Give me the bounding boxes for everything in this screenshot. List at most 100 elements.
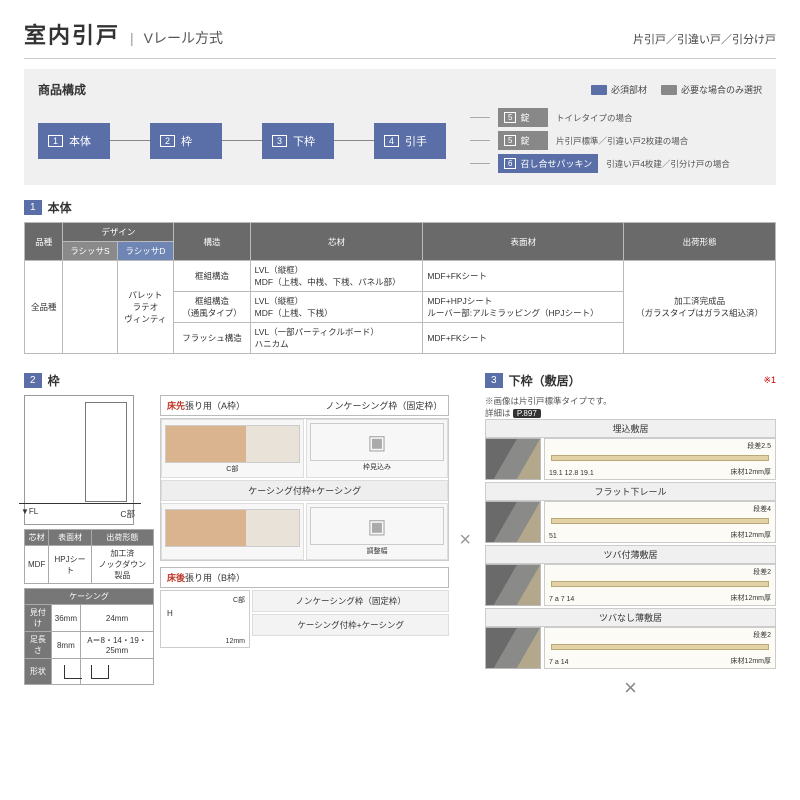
branch-row: 5 錠 片引戸標準／引違い戸2枚建の場合: [470, 131, 730, 150]
td-design-d: パレット ラテオ ヴィンティ: [117, 261, 174, 354]
legend-swatch-required: [591, 85, 607, 95]
section-badge: 3: [485, 373, 503, 388]
th-lasissa-d: ラシッサD: [117, 242, 174, 261]
sill-item-row: 段差27 a 7 14床材12mm厚: [485, 564, 776, 606]
branch-row: 6 召し合せパッキン 引違い戸4枚建／引分け戸の場合: [470, 154, 730, 173]
th-design: デザイン: [63, 223, 174, 242]
th-hinshu: 品種: [25, 223, 63, 261]
td-shinzai: LVL（縦框） MDF（上桟、下桟）: [250, 292, 423, 323]
flow-connector: [334, 140, 374, 141]
sill-item-title: フラット下レール: [485, 482, 776, 501]
branch-chip: 5 錠: [498, 108, 548, 127]
fl-label: ▼FL: [21, 507, 38, 516]
sill-photo: [485, 438, 541, 480]
legend-swatch-optional: [661, 85, 677, 95]
flow-node-1: 1 本体: [38, 123, 110, 159]
th-kozou: 構造: [174, 223, 250, 261]
td-hyomen: MDF+FKシート: [423, 261, 624, 292]
frame-b-row2: ケーシング付枠+ケーシング: [252, 614, 449, 636]
td-hyomen: MDF+FKシート: [423, 323, 624, 354]
section-badge: 2: [24, 373, 42, 388]
casing-table: ケーシング 見付け 36mm 24mm 足長さ 8mm A＝8・14・19・25…: [24, 588, 154, 685]
flow-node-4: 4 引手: [374, 123, 446, 159]
title-right: 片引戸／引違い戸／引分け戸: [633, 31, 776, 47]
footnote-mark: ※1: [763, 375, 776, 386]
sill-photo: [485, 564, 541, 606]
sill-diagram: 段差2.519.1 12.8 19.1床材12mm厚: [544, 438, 776, 480]
page-ref-badge: P.897: [513, 409, 541, 418]
flow-connector: [222, 140, 262, 141]
branch-chip: 6 召し合せパッキン: [498, 154, 598, 173]
sill-item-row: 段差451床材12mm厚: [485, 501, 776, 543]
flow-connector: [110, 140, 150, 141]
cross-section-icon: ▣: [310, 507, 445, 545]
section-title: 本体: [48, 199, 72, 216]
multiply-icon: ×: [459, 529, 471, 552]
sill-item-title: ツバ付薄敷居: [485, 545, 776, 564]
td-shinzai: LVL（一部パーティクルボード） ハニカム: [250, 323, 423, 354]
door-sketch: ▼FL C部: [24, 395, 134, 525]
th-hyomen: 表面材: [423, 223, 624, 261]
branch-note: 片引戸標準／引違い戸2枚建の場合: [556, 135, 688, 147]
main-body-table: 品種 デザイン 構造 芯材 表面材 出荷形態 ラシッサS ラシッサD 全品種 パ…: [24, 222, 776, 354]
td-hyomen: MDF+HPJシート ルーバー部:アルミラッピング（HPJシート）: [423, 292, 624, 323]
frame-b-sketch: C部 H 12mm: [160, 590, 250, 648]
sec3-note2: 詳細は P.897: [485, 407, 776, 419]
td-kozou: 框組構造: [174, 261, 250, 292]
flow: 1 本体 2 枠 3 下枠 4 引手: [38, 108, 762, 173]
frame-a-grid: C部 ▣枠見込み ケーシング付枠+ケーシング ▣調整幅: [160, 418, 449, 561]
legend: 必須部材 必要な場合のみ選択: [591, 83, 762, 96]
title-main: 室内引戸: [24, 18, 120, 50]
shape-icon: [64, 665, 82, 679]
frame-b-row1: ノンケーシング枠（固定枠）: [252, 590, 449, 612]
frame-thumb: [165, 425, 300, 463]
material-table: 芯材 表面材 出荷形態 MDF HPJシート 加工済 ノックダウン製品: [24, 529, 154, 584]
sill-diagram: 段差27 a 14床材12mm厚: [544, 627, 776, 669]
sill-photo: [485, 501, 541, 543]
branch-chip: 5 錠: [498, 131, 548, 150]
page-header: 室内引戸 | Vレール方式 片引戸／引違い戸／引分け戸: [24, 18, 776, 59]
section-badge: 1: [24, 200, 42, 215]
frame-a-head: 床先張り用（A枠） ノンケーシング枠（固定枠）: [160, 395, 449, 416]
th-lasissa-s: ラシッサS: [63, 242, 117, 261]
sill-item-title: ツバなし薄敷居: [485, 608, 776, 627]
shape-icon: [91, 665, 109, 679]
td-kozou: 框組構造 （通風タイプ）: [174, 292, 250, 323]
cross-section-icon: ▣: [310, 423, 445, 461]
sill-diagram: 段差27 a 7 14床材12mm厚: [544, 564, 776, 606]
section-3: 3 下枠（敷居） ※1 ※画像は片引戸標準タイプです。 詳細は P.897 埋込…: [485, 364, 776, 707]
flow-node-3: 3 下枠: [262, 123, 334, 159]
c-part-label: C部: [120, 508, 135, 520]
th-shukka: 出荷形態: [624, 223, 776, 261]
th-shinzai: 芯材: [250, 223, 423, 261]
td-design-s: [63, 261, 117, 354]
frame-thumb: [165, 509, 300, 547]
composition-title: 商品構成: [38, 81, 86, 98]
section-title: 下枠（敷居）: [509, 372, 581, 389]
sill-item-row: 段差2.519.1 12.8 19.1床材12mm厚: [485, 438, 776, 480]
section-title: 枠: [48, 372, 60, 389]
sill-photo: [485, 627, 541, 669]
td-hinshu: 全品種: [25, 261, 63, 354]
td-shinzai: LVL（縦框） MDF（上桟、中桟、下桟、パネル部）: [250, 261, 423, 292]
title-sub: Vレール方式: [144, 28, 223, 48]
multiply-icon: ×: [485, 669, 776, 707]
branch-row: 5 錠 トイレタイプの場合: [470, 108, 730, 127]
sill-diagram: 段差451床材12mm厚: [544, 501, 776, 543]
branch-list: 5 錠 トイレタイプの場合 5 錠 片引戸標準／引違い戸2枚建の場合: [470, 108, 730, 173]
section-2: 2 枠 ▼FL C部 芯材 表面材 出荷形態: [24, 364, 475, 707]
legend-required-label: 必須部材: [611, 83, 647, 96]
legend-optional-label: 必要な場合のみ選択: [681, 83, 762, 96]
composition-box: 商品構成 必須部材 必要な場合のみ選択 1 本体 2 枠: [24, 69, 776, 185]
td-shukka: 加工済完成品 （ガラスタイプはガラス組込済）: [624, 261, 776, 354]
branch-note: トイレタイプの場合: [556, 112, 633, 124]
sec3-note1: ※画像は片引戸標準タイプです。: [485, 395, 776, 407]
section-1-head: 1 本体: [24, 199, 776, 216]
td-kozou: フラッシュ構造: [174, 323, 250, 354]
frame-b-head: 床後張り用（B枠）: [160, 567, 449, 588]
branch-note: 引違い戸4枚建／引分け戸の場合: [606, 158, 730, 170]
sill-item-title: 埋込敷居: [485, 419, 776, 438]
title-sep: |: [130, 30, 134, 46]
flow-node-2: 2 枠: [150, 123, 222, 159]
sill-item-row: 段差27 a 14床材12mm厚: [485, 627, 776, 669]
